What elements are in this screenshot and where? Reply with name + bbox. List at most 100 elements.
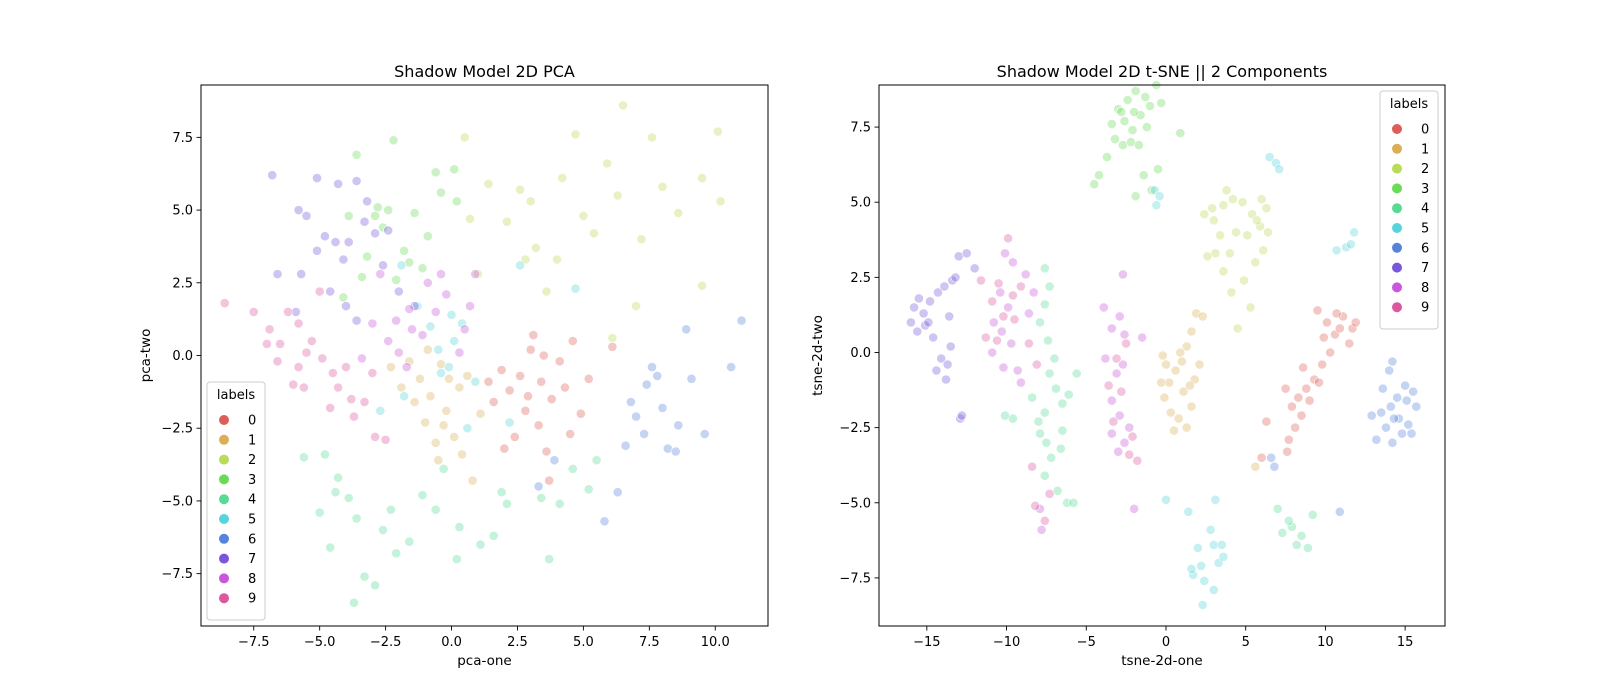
tsne-legend-label-0: 0	[1421, 123, 1429, 138]
tsne-point-label-6	[1400, 380, 1410, 391]
tsne-point-label-7	[939, 281, 950, 292]
tsne-x-ticks: −15 −10 −5 0 5 10 15	[913, 626, 1413, 650]
pca-point-label-2	[602, 158, 612, 169]
tsne-points	[906, 80, 1422, 610]
pca-point-label-8	[375, 269, 386, 279]
pca-point-label-0	[515, 370, 525, 381]
pca-x-label: pca-one	[457, 653, 512, 669]
pca-point-label-8	[407, 324, 417, 335]
pca-point-label-2	[541, 286, 552, 297]
tsne-point-label-0	[1314, 377, 1324, 388]
tsne-point-label-3	[1145, 101, 1155, 111]
tsne-point-label-7	[945, 341, 956, 352]
pca-point-label-3	[388, 135, 399, 146]
tsne-point-label-9	[1016, 281, 1026, 292]
pca-point-label-8	[436, 269, 446, 279]
pca-point-label-9	[314, 286, 325, 297]
tsne-point-label-2	[1215, 230, 1226, 241]
pca-point-label-4	[319, 449, 330, 460]
tsne-point-label-5	[1161, 494, 1171, 505]
pca-title: Shadow Model 2D PCA	[394, 62, 575, 81]
tsne-point-label-9	[1024, 338, 1034, 349]
tsne-point-label-7	[961, 248, 972, 259]
tsne-point-label-0	[1312, 305, 1323, 316]
tsne-point-label-0	[1338, 311, 1348, 322]
tsne-point-label-2	[1237, 197, 1248, 208]
pca-point-label-2	[525, 196, 536, 207]
tsne-point-label-3	[1122, 95, 1133, 105]
tsne-point-label-2	[1207, 203, 1218, 214]
tsne-point-label-7	[942, 359, 953, 370]
tsne-legend-label-5: 5	[1421, 222, 1429, 237]
pca-point-label-6	[639, 429, 649, 439]
tsne-point-label-8	[1113, 446, 1124, 457]
tsne-point-label-9	[993, 278, 1004, 289]
pca-point-label-7	[333, 178, 343, 189]
pca-point-label-8	[356, 353, 367, 364]
tsne-point-label-0	[1282, 446, 1293, 457]
tsne-point-label-5	[1193, 543, 1203, 553]
pca-point-label-1	[396, 382, 407, 393]
tsne-point-label-4	[1291, 540, 1302, 550]
pca-point-label-6	[620, 440, 631, 451]
tsne-point-label-4	[1057, 398, 1068, 409]
tsne-point-label-0	[1287, 401, 1297, 412]
pca-point-label-7	[383, 225, 394, 236]
tsne-point-label-7	[955, 413, 966, 424]
tsne-panel: −15 −10 −5 0 5 10 15 −7.5−5.0−2.50.02.55.07.5 …	[810, 62, 1446, 669]
tsne-point-label-4	[1055, 443, 1066, 454]
pca-point-label-0	[575, 408, 586, 419]
tsne-point-label-5	[1183, 506, 1194, 517]
pca-point-label-8	[401, 362, 412, 372]
tsne-y-tick-label: 7.5	[850, 121, 871, 136]
pca-point-label-7	[351, 315, 362, 326]
tsne-point-label-8	[1024, 308, 1034, 319]
tsne-point-label-6	[1387, 437, 1398, 448]
pca-legend: labels 0 1 2 3 4 5 6 7 8 9	[206, 381, 266, 621]
pca-point-label-2	[570, 129, 581, 140]
tsne-point-label-8	[1119, 437, 1130, 448]
pca-point-label-7	[290, 306, 301, 317]
pca-point-label-1	[425, 391, 436, 402]
pca-point-label-4	[359, 571, 370, 582]
pca-point-label-6	[599, 516, 610, 527]
tsne-y-tick-label: −2.5	[839, 421, 871, 436]
pca-point-label-0	[488, 397, 499, 407]
pca-point-label-1	[422, 344, 433, 355]
pca-point-label-1	[457, 449, 467, 460]
tsne-point-label-0	[1317, 359, 1328, 370]
pca-point-label-9	[293, 318, 304, 329]
pca-point-label-5	[443, 362, 454, 372]
pca-point-label-6	[641, 379, 652, 390]
tsne-point-label-3	[1175, 128, 1186, 138]
tsne-point-label-7	[914, 293, 924, 304]
tsne-point-label-4	[1039, 470, 1050, 481]
pca-point-label-4	[583, 484, 594, 495]
tsne-point-label-6	[1381, 422, 1391, 433]
tsne-x-tick-label: −5	[1077, 635, 1096, 650]
pca-legend-marker-8	[219, 573, 229, 584]
pca-point-label-0	[554, 356, 565, 367]
pca-point-label-8	[470, 269, 481, 279]
pca-point-label-8	[441, 289, 452, 300]
pca-point-label-3	[422, 231, 433, 242]
tsne-point-label-2	[1232, 323, 1243, 334]
tsne-point-label-1	[1164, 377, 1175, 388]
tsne-legend: labels 0 1 2 3 4 5 6 7 8 9	[1379, 90, 1439, 330]
pca-point-label-3	[362, 251, 372, 262]
pca-point-label-8	[367, 318, 378, 329]
tsne-point-label-6	[1376, 407, 1387, 418]
pca-point-label-5	[462, 423, 473, 434]
tsne-point-label-0	[1290, 422, 1300, 433]
tsne-point-label-6	[1371, 434, 1382, 445]
pca-point-label-2	[607, 333, 618, 343]
tsne-legend-marker-1	[1392, 143, 1402, 154]
tsne-point-label-6	[1385, 401, 1396, 412]
tsne-point-label-6	[1406, 428, 1417, 439]
pca-point-label-8	[422, 277, 433, 288]
pca-point-label-2	[578, 210, 589, 221]
pca-point-label-5	[375, 405, 386, 416]
tsne-point-label-5	[1196, 561, 1206, 571]
tsne-point-label-3	[1146, 185, 1157, 196]
